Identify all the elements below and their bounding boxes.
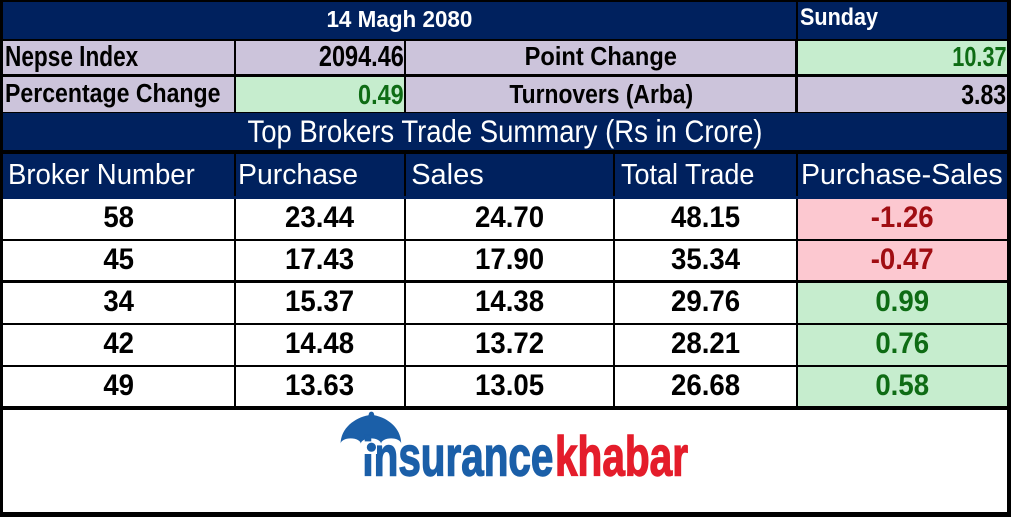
svg-text:insurance: insurance (362, 424, 553, 487)
svg-text:khabar: khabar (555, 424, 688, 487)
